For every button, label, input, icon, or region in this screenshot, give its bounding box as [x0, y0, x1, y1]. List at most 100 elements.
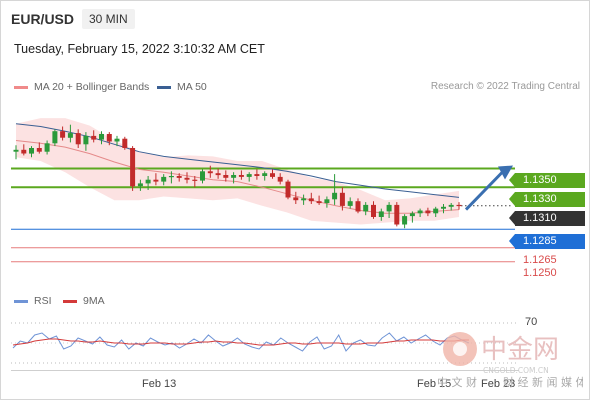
legend-ma9: 9MA — [63, 295, 105, 307]
bollinger-band — [16, 118, 459, 225]
candle-body — [60, 131, 66, 138]
candle-body — [371, 204, 376, 217]
rsi-tick-70: 70 — [525, 316, 538, 328]
candle-body — [192, 179, 198, 181]
legend-ma20-label: MA 20 + Bollinger Bands — [34, 81, 150, 93]
candle-body — [106, 134, 112, 142]
legend-ma50: MA 50 — [157, 81, 207, 93]
candle-body — [238, 175, 244, 177]
candle-body — [441, 206, 446, 209]
candle-body — [91, 135, 97, 140]
candle-body — [184, 177, 190, 180]
candle-body — [254, 174, 260, 176]
legend-ma9-label: 9MA — [83, 295, 105, 307]
timestamp: Tuesday, February 15, 2022 3:10:32 AM CE… — [14, 42, 265, 56]
candle-body — [231, 175, 237, 178]
rsi-panel — [11, 322, 519, 364]
candle-body — [223, 175, 229, 178]
candle-body — [456, 204, 462, 207]
ma50-swatch — [157, 85, 171, 89]
legend-ma50-label: MA 50 — [177, 81, 207, 93]
ma20-line — [15, 140, 460, 214]
candle-body — [29, 148, 34, 154]
rsi-9ma-line — [12, 338, 469, 346]
x-tick-feb15: Feb 15 — [417, 378, 452, 390]
watermark-url: CNGOLD.COM.CN — [483, 366, 549, 375]
candle-body — [277, 176, 283, 182]
candle-body — [36, 148, 42, 152]
candle-body — [99, 134, 104, 140]
watermark-ciwen: 中 文 财 — [437, 375, 477, 389]
candle-body — [378, 211, 384, 217]
candle-body — [316, 201, 322, 204]
candle-body — [207, 171, 213, 174]
candle-body — [339, 192, 345, 206]
candle-body — [67, 133, 73, 138]
x-tick-feb13: Feb 13 — [142, 378, 177, 390]
price-chart — [11, 118, 515, 263]
level-tag-1330: 1.1330 — [509, 192, 585, 207]
ma20-swatch — [14, 85, 28, 89]
candle-body — [75, 133, 81, 145]
level-tag-1285: 1.1285 — [509, 234, 585, 249]
candle-body — [270, 173, 275, 177]
candle-body — [21, 149, 27, 154]
projection-arrow-head — [498, 165, 513, 180]
candle-body — [122, 138, 128, 148]
candle-body — [402, 216, 408, 225]
candle-body — [355, 201, 361, 212]
candle-body — [433, 208, 439, 214]
watermark-sub: 财 经 新 闻 媒 体 — [503, 375, 583, 389]
currency-pair: EUR/USD — [11, 11, 75, 27]
candle-body — [83, 135, 89, 145]
candle-body — [417, 210, 423, 214]
candle-body — [386, 204, 392, 212]
candle-body — [301, 198, 307, 201]
candle-body — [52, 131, 58, 144]
candle-body — [293, 197, 299, 201]
candle-body — [137, 183, 143, 187]
candle-body — [114, 138, 120, 142]
candle-body — [176, 176, 182, 178]
candle-body — [13, 149, 19, 152]
candle-body — [409, 213, 415, 217]
candle-body — [200, 171, 205, 181]
ma9-swatch — [63, 299, 77, 303]
research-credit: Research © 2022 Trading Central — [430, 81, 580, 92]
candle-body — [332, 192, 338, 200]
level-tag-1310: 1.1310 — [509, 211, 585, 226]
candle-body — [308, 198, 314, 202]
candle-body — [448, 204, 454, 207]
candle-body — [363, 204, 369, 212]
level-tag-1250: 1.1250 — [523, 267, 557, 279]
candle-body — [347, 201, 353, 206]
candle-body — [161, 176, 167, 182]
legend-rsi: RSI — [14, 295, 52, 307]
candle-body — [394, 204, 400, 225]
level-tag-1265: 1.1265 — [523, 254, 557, 266]
candle-body — [153, 179, 159, 182]
timeframe-badge[interactable]: 30 MIN — [82, 9, 135, 29]
projection-arrow-line — [464, 171, 504, 211]
x-axis-line — [11, 370, 519, 371]
candle-body — [44, 143, 50, 152]
legend-ma20: MA 20 + Bollinger Bands — [14, 81, 149, 93]
legend-rsi-label: RSI — [34, 295, 52, 307]
x-tick-feb23: Feb 23 — [481, 378, 516, 390]
ma50-line — [15, 123, 460, 198]
rsi-swatch — [14, 299, 28, 303]
candle-body — [215, 173, 221, 176]
candle-body — [425, 210, 431, 214]
rsi-line — [12, 332, 470, 352]
candle-body — [285, 181, 291, 198]
candle-body — [262, 173, 268, 176]
candle-body — [324, 199, 330, 203]
candle-body — [168, 176, 174, 178]
candle-body — [246, 174, 252, 177]
candle-body — [130, 148, 136, 187]
watermark-cn: 中金网 — [481, 335, 559, 365]
candle-body — [145, 179, 151, 184]
level-tag-1350: 1.1350 — [509, 173, 585, 188]
cngold-watermark: 中金网 CNGOLD.COM.CN 中 文 财 财 经 新 闻 媒 体 — [437, 332, 583, 389]
